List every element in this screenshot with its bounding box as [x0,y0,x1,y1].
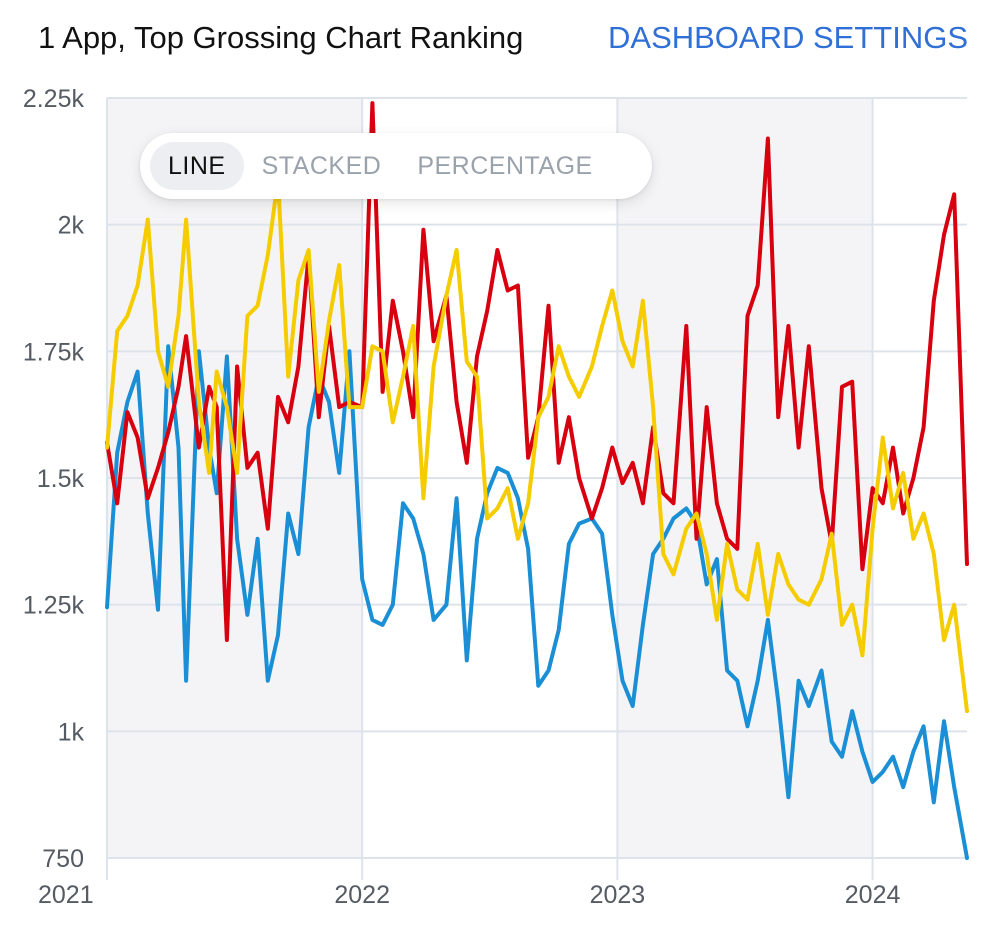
series-line-yellow [105,177,969,714]
x-tick-label: 2022 [334,881,390,909]
toggle-line-option[interactable]: LINE [150,142,244,190]
y-tick-label: 1.75k [23,338,85,366]
x-tick-label: 2023 [590,881,646,909]
toggle-stacked-option[interactable]: STACKED [261,152,382,180]
x-tick-label: 2024 [845,881,901,909]
view-mode-toggle: LINE STACKED PERCENTAGE [140,133,652,199]
y-axis: 750 1k 1.25k 1.5k 1.75k 2k 2.25k [23,85,85,873]
series-line-blue [105,344,969,860]
header: 1 App, Top Grossing Chart Ranking DASHBO… [0,0,1000,84]
y-tick-label: 750 [42,845,84,873]
chart-title: 1 App, Top Grossing Chart Ranking [38,20,524,55]
y-tick-label: 1.5k [37,465,85,493]
y-tick-label: 2.25k [23,85,85,113]
x-tick-label: 2021 [38,881,94,909]
y-tick-label: 2k [58,212,85,240]
series-lines [105,101,969,860]
series-line-red [105,101,969,643]
x-axis: 2021 2022 2023 2024 [38,881,900,909]
y-tick-label: 1.25k [23,592,85,620]
y-tick-label: 1k [58,718,85,746]
dashboard-settings-link[interactable]: DASHBOARD SETTINGS [608,20,968,55]
toggle-percentage-option[interactable]: PERCENTAGE [417,152,593,180]
